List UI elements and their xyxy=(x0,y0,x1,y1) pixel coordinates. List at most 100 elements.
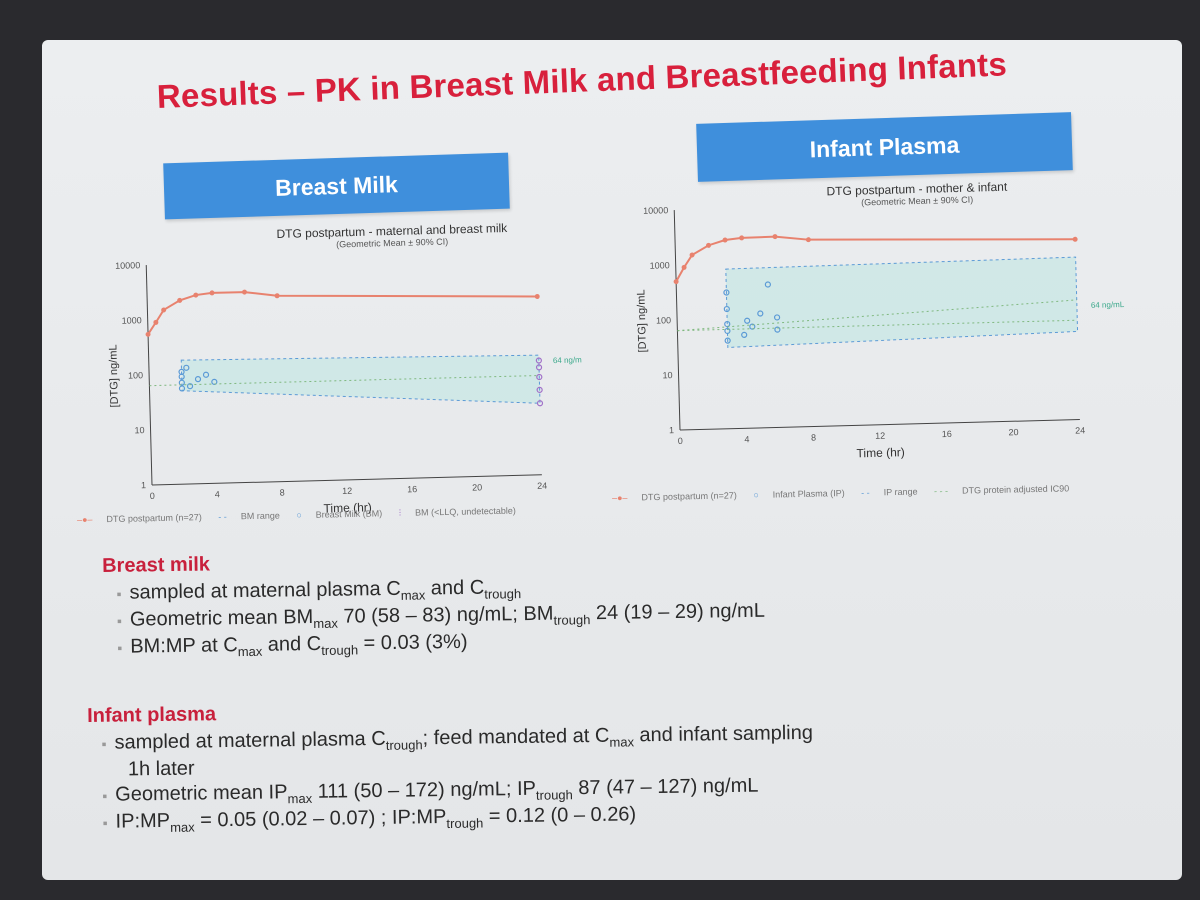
data-point xyxy=(724,337,731,344)
data-point xyxy=(161,307,167,313)
annotation-label: 64 ng/mL xyxy=(553,355,582,365)
data-point xyxy=(724,327,731,335)
data-point xyxy=(805,237,811,243)
slide: Results – PK in Breast Milk and Breastfe… xyxy=(42,40,1182,880)
bullet-icon: ▪ xyxy=(101,735,107,752)
y-tick-label: 10000 xyxy=(115,260,140,271)
legend-item: Breast Milk (BM) xyxy=(315,508,383,520)
x-tick-label: 4 xyxy=(744,434,749,444)
data-point xyxy=(536,400,544,407)
x-tick-label: 24 xyxy=(1075,425,1085,435)
infant-plasma-section: Infant plasma ▪ sampled at maternal plasm… xyxy=(87,695,814,838)
data-point xyxy=(744,317,751,324)
legend-icon-circle: ○ xyxy=(753,489,759,500)
data-point xyxy=(689,252,695,258)
data-point xyxy=(274,293,280,299)
data-point xyxy=(536,386,543,393)
data-point xyxy=(241,289,247,295)
legend-icon-circle: ○ xyxy=(296,510,302,521)
legend-item: DTG postpartum (n=27) xyxy=(106,512,202,525)
data-point xyxy=(772,234,778,240)
legend-item: DTG postpartum (n=27) xyxy=(641,490,737,503)
x-tick-label: 0 xyxy=(678,436,683,446)
slide-title: Results – PK in Breast Milk and Breastfe… xyxy=(156,45,1008,115)
y-axis xyxy=(673,210,681,431)
data-point xyxy=(739,235,745,241)
data-point xyxy=(723,305,730,313)
y-tick-label: 1 xyxy=(141,480,146,490)
data-point xyxy=(706,242,712,248)
x-tick-label: 8 xyxy=(280,488,285,498)
legend-icon-dotted: - - - xyxy=(934,485,949,497)
legend-icon-red: –●– xyxy=(611,492,628,503)
reference-line xyxy=(149,374,540,387)
x-tick-label: 8 xyxy=(811,432,816,442)
data-point xyxy=(202,371,210,378)
legend-icon-dash: - - xyxy=(861,487,870,498)
data-point xyxy=(177,297,183,303)
x-axis xyxy=(151,474,542,486)
x-tick-label: 12 xyxy=(875,431,885,441)
data-point xyxy=(178,368,185,376)
reference-line xyxy=(677,319,1078,332)
data-point xyxy=(535,364,543,371)
x-tick-label: 24 xyxy=(537,481,547,491)
right-chart: 1 10 100 1000 10000 0 4 8 12 16 20 24 Time (hr) [DTG]… xyxy=(635,205,1125,460)
legend-item: Infant Plasma (IP) xyxy=(772,488,845,500)
data-point xyxy=(764,281,771,288)
breast-milk-header: Breast Milk xyxy=(163,152,510,220)
plot-group: 1 10 100 1000 10000 0 4 8 12 16 20 24 Time (hr) [DTG]… xyxy=(635,205,1125,460)
y-axis-label: [DTG] ng/mL xyxy=(107,344,121,407)
legend-item: BM (<LLQ, undetectable) xyxy=(414,505,516,518)
data-point xyxy=(153,319,159,325)
range-band xyxy=(725,256,1079,349)
left-chart: 1 10 100 1000 10000 0 4 8 12 16 20 24 Time (hr) [DTG]… xyxy=(107,260,582,515)
data-point xyxy=(774,326,781,333)
data-point xyxy=(186,383,194,390)
bullet-icon: ▪ xyxy=(102,787,108,804)
data-point xyxy=(757,310,764,317)
data-point xyxy=(534,293,540,299)
plot-group: 1 10 100 1000 10000 0 4 8 12 16 20 24 Time (hr) [DTG]… xyxy=(107,260,582,515)
x-tick-label: 0 xyxy=(150,491,155,501)
breast-milk-section: Breast milk ▪ sampled at maternal plasma … xyxy=(102,546,765,663)
data-point xyxy=(183,364,190,371)
data-point xyxy=(178,379,185,386)
data-point xyxy=(741,331,748,338)
y-tick-label: 10 xyxy=(662,370,672,380)
x-tick-label: 12 xyxy=(342,486,352,496)
data-point xyxy=(673,279,679,285)
data-point xyxy=(723,289,730,296)
data-point xyxy=(178,385,186,392)
annotation-label: 64 ng/mL xyxy=(1091,300,1125,310)
data-point xyxy=(536,373,543,381)
legend-icon-red: –●– xyxy=(76,514,93,525)
x-tick-label: 20 xyxy=(472,482,482,492)
y-tick-label: 10000 xyxy=(643,205,668,216)
data-point xyxy=(681,264,687,270)
y-tick-label: 1 xyxy=(669,425,674,435)
data-point xyxy=(535,357,542,364)
y-axis-label: [DTG] ng/mL xyxy=(635,289,649,352)
x-tick-label: 16 xyxy=(942,429,952,439)
data-point xyxy=(209,290,215,296)
legend-item: IP range xyxy=(883,486,918,498)
range-band xyxy=(180,354,541,404)
bullet-icon: ▪ xyxy=(116,612,122,629)
x-tick-label: 20 xyxy=(1008,427,1018,437)
x-axis-label: Time (hr) xyxy=(856,445,905,460)
y-tick-label: 1000 xyxy=(650,260,670,271)
bullet-icon: ▪ xyxy=(117,639,123,656)
x-axis-label: Time (hr) xyxy=(323,500,372,515)
data-point xyxy=(722,237,728,243)
data-point xyxy=(145,331,151,337)
series-line xyxy=(147,291,538,335)
data-point xyxy=(193,292,199,298)
y-tick-label: 1000 xyxy=(122,315,142,326)
legend-item: BM range xyxy=(240,510,280,522)
legend-icon-bar: ⫶ xyxy=(398,507,402,519)
ic90-line xyxy=(677,299,1077,332)
x-tick-label: 16 xyxy=(407,484,417,494)
data-point xyxy=(194,375,202,383)
x-tick-label: 4 xyxy=(215,489,220,499)
